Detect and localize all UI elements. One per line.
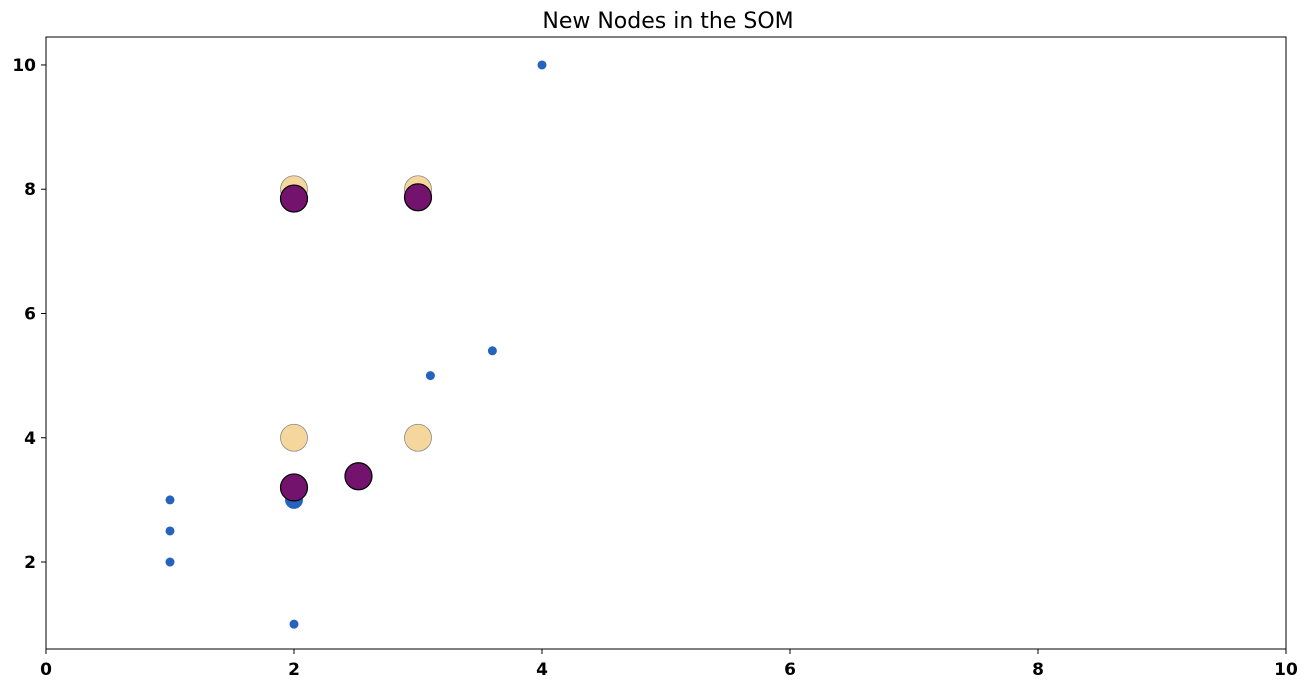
data-point-series-3-0 <box>279 184 309 213</box>
data-point-series-0-0 <box>537 60 547 70</box>
data-point-series-0-6 <box>289 619 299 629</box>
data-point-series-2-3 <box>404 423 432 452</box>
x-tick-label: 8 <box>1032 660 1044 680</box>
y-tick-label: 8 <box>24 180 36 200</box>
x-tick-label: 2 <box>288 660 300 680</box>
y-tick-label: 10 <box>12 56 36 76</box>
x-tick-label: 6 <box>784 660 796 680</box>
data-point-series-3-2 <box>279 473 309 502</box>
data-point-series-3-3 <box>344 462 373 491</box>
plot-frame <box>45 36 1287 650</box>
x-tick-label: 4 <box>536 660 548 680</box>
y-tick-label: 6 <box>24 304 36 324</box>
data-point-series-2-2 <box>280 423 308 452</box>
x-tick-label: 0 <box>40 660 52 680</box>
data-point-series-0-1 <box>487 346 497 356</box>
x-tick-label: 10 <box>1274 660 1298 680</box>
chart-title: New Nodes in the SOM <box>542 9 793 34</box>
data-point-series-0-4 <box>165 526 175 536</box>
plot-marks <box>165 60 547 629</box>
axes: 0 2 4 6 8 10 2 4 6 8 10 <box>12 36 1298 680</box>
y-tick-label: 4 <box>24 429 36 449</box>
data-point-series-0-2 <box>425 371 435 381</box>
data-point-series-3-1 <box>403 183 433 212</box>
data-point-series-0-3 <box>165 495 175 505</box>
y-tick-label: 2 <box>24 553 36 573</box>
data-point-series-0-5 <box>165 557 175 567</box>
